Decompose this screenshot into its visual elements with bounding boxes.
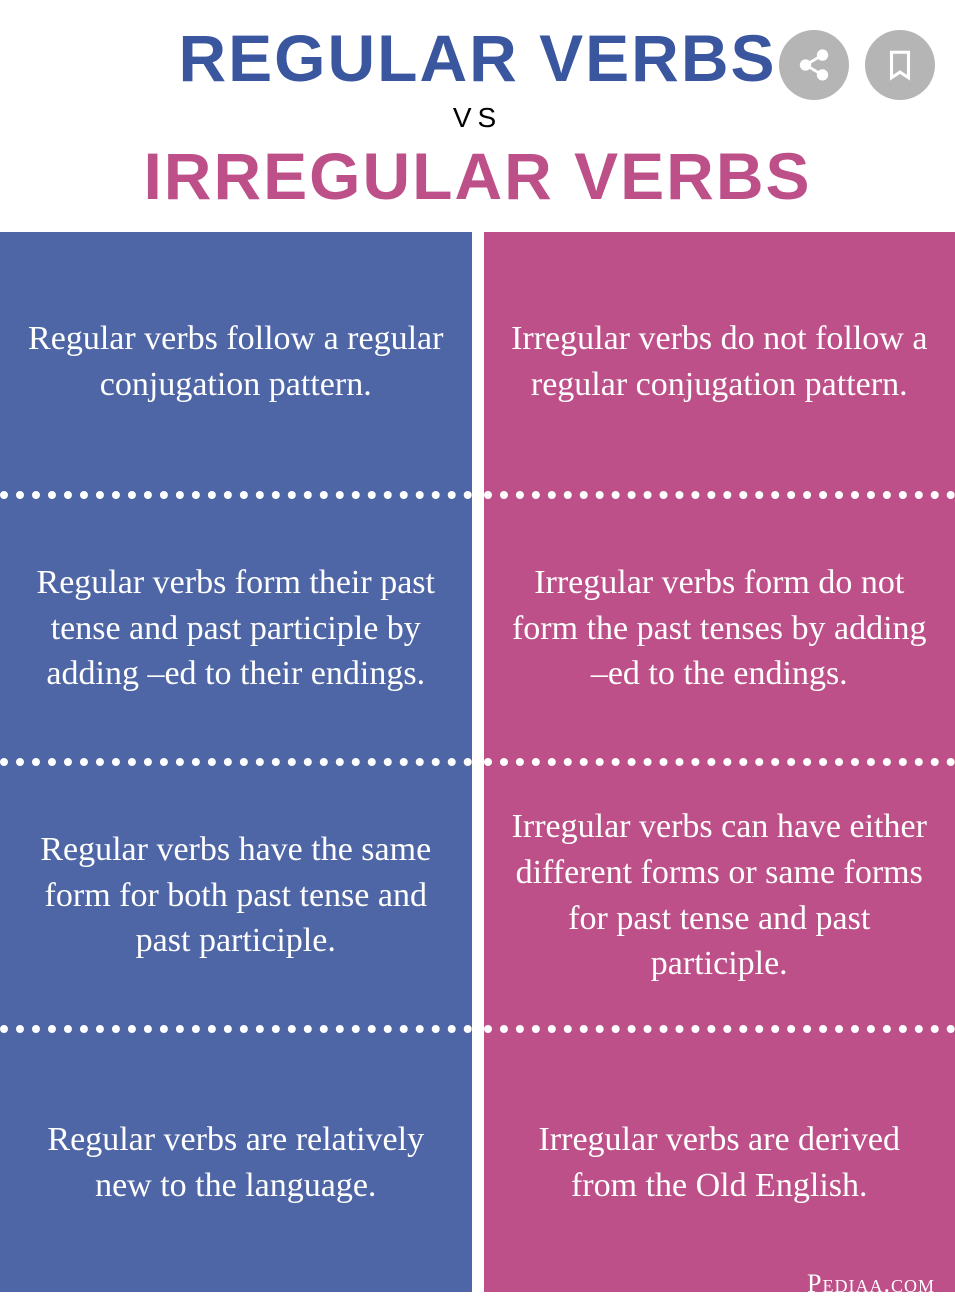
divider: [0, 1025, 472, 1033]
cell-irregular-4: Irregular verbs are derived from the Old…: [484, 1033, 955, 1292]
title-vs: VS: [10, 102, 945, 134]
cell-regular-1: Regular verbs follow a regular conjugati…: [0, 232, 472, 491]
divider: [484, 758, 955, 766]
share-icon: [797, 48, 831, 82]
bookmark-button[interactable]: [865, 30, 935, 100]
cell-irregular-2: Irregular verbs form do not form the pas…: [484, 499, 955, 758]
cell-irregular-1: Irregular verbs do not follow a regular …: [484, 232, 955, 491]
title-irregular: IRREGULAR VERBS: [10, 138, 945, 214]
cell-regular-3: Regular verbs have the same form for bot…: [0, 766, 472, 1025]
column-gap: [472, 232, 484, 1292]
divider: [0, 758, 472, 766]
cell-regular-4: Regular verbs are relatively new to the …: [0, 1033, 472, 1292]
column-irregular: Irregular verbs do not follow a regular …: [484, 232, 955, 1292]
cell-regular-2: Regular verbs form their past tense and …: [0, 499, 472, 758]
comparison-columns: Regular verbs follow a regular conjugati…: [0, 232, 955, 1292]
divider: [484, 491, 955, 499]
column-regular: Regular verbs follow a regular conjugati…: [0, 232, 472, 1292]
cell-irregular-3: Irregular verbs can have either differen…: [484, 766, 955, 1025]
bookmark-icon: [883, 48, 917, 82]
divider: [484, 1025, 955, 1033]
divider: [0, 491, 472, 499]
share-button[interactable]: [779, 30, 849, 100]
top-icons: [779, 30, 935, 100]
source-credit: Pediaa.com: [807, 1269, 935, 1299]
